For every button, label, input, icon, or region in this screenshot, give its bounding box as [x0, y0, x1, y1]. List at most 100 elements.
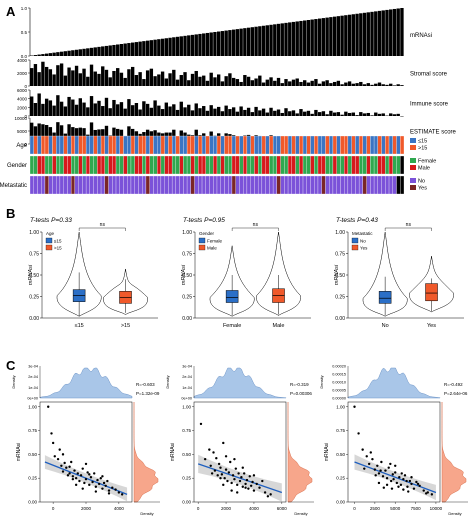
bar — [366, 12, 370, 56]
scatter-point — [66, 474, 70, 477]
bar — [104, 125, 109, 144]
bar — [254, 26, 258, 56]
bar — [288, 111, 292, 116]
bar — [179, 101, 183, 116]
annotation-cell — [396, 135, 401, 155]
bar — [134, 42, 139, 56]
annotation-cell — [243, 175, 248, 195]
bar — [265, 25, 269, 56]
annotation-cell — [302, 175, 307, 195]
bar — [119, 102, 124, 116]
scatter-point — [234, 467, 238, 470]
annotation-cell — [314, 175, 319, 195]
density-top — [193, 367, 287, 399]
bar — [33, 103, 38, 116]
scatter-point — [114, 488, 117, 491]
bar — [190, 110, 195, 116]
annotation-cell — [216, 175, 221, 195]
scatter-point — [392, 477, 395, 481]
bar — [33, 64, 38, 86]
bar — [179, 36, 183, 56]
density-axis-label: Density — [11, 375, 16, 388]
bar — [30, 68, 34, 86]
legend-swatch — [351, 237, 359, 244]
scatter-point — [379, 469, 382, 472]
scatter-point — [407, 490, 410, 493]
scatter-point — [216, 474, 219, 477]
legend-title: Gender — [199, 231, 215, 236]
bar — [366, 83, 370, 86]
scatter-point — [63, 461, 66, 465]
density-tick-label: 0e+00 — [181, 397, 192, 401]
scatter-point — [387, 466, 390, 469]
annotation-cell — [67, 155, 72, 175]
annotation-cell — [149, 175, 154, 195]
bar — [104, 69, 109, 86]
bar — [344, 82, 348, 86]
annotation-cell — [186, 155, 191, 175]
scatter-point — [209, 464, 212, 468]
scatter-point — [397, 485, 400, 488]
bar — [86, 107, 90, 116]
scatter-point — [384, 469, 387, 472]
bar — [389, 83, 393, 86]
x-tick-label: 4000 — [249, 506, 260, 511]
bar — [172, 104, 176, 116]
bar — [104, 45, 109, 56]
bar — [213, 108, 217, 116]
scatter-point — [258, 486, 261, 489]
bar — [273, 24, 277, 56]
annotation-cell — [85, 155, 90, 175]
annotation-cell — [265, 135, 270, 155]
bar — [71, 70, 75, 86]
legend-label: Male — [207, 246, 217, 251]
annotation-cell — [388, 135, 393, 155]
y-axis-label: mRNAsi — [16, 443, 22, 461]
scatter-point — [400, 472, 403, 475]
scatter-point — [71, 477, 75, 481]
annotation-cell — [321, 135, 326, 155]
bar — [314, 109, 318, 116]
bar — [261, 25, 266, 56]
density-tick-label: 2e-04 — [28, 375, 38, 379]
scatter-point — [217, 462, 221, 466]
annotation-cell — [220, 135, 225, 155]
bar — [392, 85, 397, 86]
annotation-cell — [340, 155, 345, 175]
bar — [198, 108, 202, 116]
annotation-cell — [396, 155, 401, 175]
annotation-cell — [239, 155, 244, 175]
density-top — [347, 367, 441, 399]
bar — [86, 76, 90, 86]
annotation-cell — [119, 155, 124, 175]
bar — [138, 109, 142, 116]
annotation-cell — [168, 175, 173, 195]
annotation-cell — [82, 155, 87, 175]
bar — [142, 79, 146, 86]
scatter-point — [51, 441, 55, 445]
legend-label: Female — [418, 159, 436, 165]
x-tick-label: 7500 — [411, 506, 422, 511]
bar — [288, 81, 292, 86]
annotation-cell — [284, 155, 289, 175]
annotation-cell — [220, 175, 225, 195]
annotation-cell — [310, 175, 315, 195]
scatter-point — [418, 484, 421, 488]
bar — [183, 107, 187, 116]
annotation-cell — [130, 155, 135, 175]
scatter-point — [402, 477, 405, 481]
bar — [127, 43, 131, 56]
annotation-cell — [37, 135, 42, 155]
annotation-cell — [100, 175, 105, 195]
annotation-cell — [325, 155, 330, 175]
annotation-cell — [295, 175, 300, 195]
density-axis-label: Density — [319, 375, 324, 388]
bar — [59, 63, 64, 86]
violin — [103, 268, 148, 315]
bar — [321, 81, 326, 86]
annotation-cell — [56, 155, 61, 175]
bar — [56, 52, 60, 56]
annotation-cell — [160, 135, 165, 155]
scatter-point — [248, 475, 251, 478]
annotation-cell — [142, 155, 147, 175]
